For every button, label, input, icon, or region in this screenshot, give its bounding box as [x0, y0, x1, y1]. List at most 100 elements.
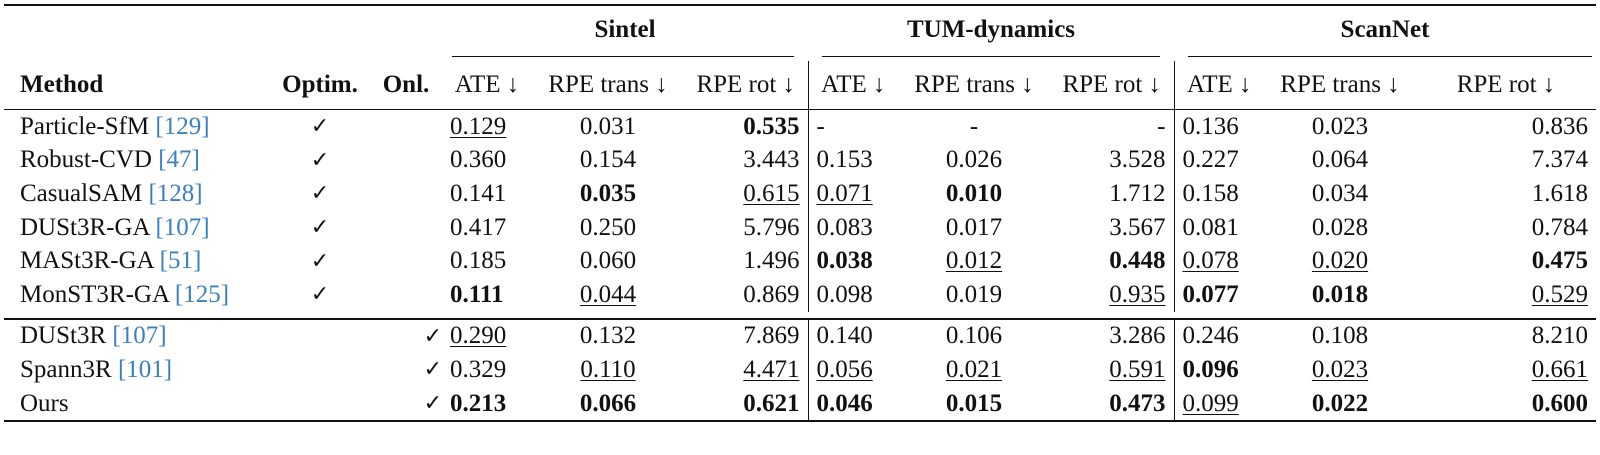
method-name: Particle-SfM: [20, 112, 156, 140]
cell-value: 0.535: [743, 112, 800, 140]
header-scannet-rpe-rot: RPE rot ↓: [1416, 61, 1596, 110]
cell-value: 1.618: [1531, 179, 1588, 207]
cell-scannet-rpe-trans: 0.064: [1264, 144, 1416, 178]
cell-scannet-ate: 0.077: [1173, 277, 1264, 312]
cell-tum-rpe-trans: 0.012: [898, 244, 1050, 278]
cell-tum-rpe-rot: 0.591: [1050, 353, 1174, 387]
cell-value: 0.475: [1531, 247, 1588, 275]
cell-value: 0.012: [945, 247, 1003, 275]
citation-link[interactable]: [128]: [148, 179, 203, 207]
cell-value: 0.329: [450, 355, 507, 383]
cell-value: 0.034: [1311, 179, 1369, 207]
cell-sintel-rpe-trans: 0.132: [532, 317, 684, 354]
cell-scannet-ate: 0.246: [1173, 317, 1264, 354]
optim-check-cell: [270, 317, 370, 354]
optim-check-cell: ✓: [310, 215, 330, 241]
table-row: Ours ✓ 0.213 0.066 0.621 0.046 0.015 0.473 0.099…: [4, 386, 1596, 423]
cell-value: 0.132: [579, 322, 637, 350]
onl-check-cell: [370, 244, 442, 278]
table-body: Particle-SfM [129] ✓ 0.129 0.031 0.535- - -0.1…: [4, 109, 1596, 423]
header-tum-ate: ATE ↓: [807, 61, 898, 110]
cell-tum-rpe-trans: 0.026: [898, 144, 1050, 178]
cell-value: 0.108: [1311, 322, 1369, 350]
cell-value: 0.083: [816, 213, 873, 241]
citation-link[interactable]: [107]: [155, 213, 210, 241]
method-name: Robust-CVD: [20, 146, 159, 174]
cell-sintel-rpe-trans: 0.031: [532, 110, 684, 144]
cell-value: 0.153: [816, 146, 873, 174]
citation-link[interactable]: [51]: [159, 247, 202, 275]
cell-value: 0.020: [1311, 247, 1369, 275]
cell-value: 0.836: [1531, 112, 1588, 140]
cell-value: 0.417: [450, 213, 507, 241]
cell-tum-ate: 0.071: [807, 177, 898, 211]
cell-tum-ate: 0.098: [807, 277, 898, 312]
method-cell: DUSt3R-GA [107]: [4, 211, 270, 245]
method-name: DUSt3R-GA: [20, 213, 156, 241]
cell-scannet-ate: 0.227: [1173, 143, 1264, 178]
citation-link[interactable]: [125]: [174, 280, 230, 308]
cell-scannet-rpe-trans: 0.022: [1264, 386, 1416, 423]
citation-link[interactable]: [47]: [158, 146, 200, 174]
cell-scannet-rpe-trans: 0.108: [1264, 317, 1416, 354]
header-onl: Onl.: [370, 61, 442, 110]
method-name: CasualSAM: [20, 179, 149, 207]
cell-tum-rpe-trans: -: [898, 110, 1050, 144]
cell-value: 0.246: [1182, 322, 1239, 350]
cell-value: 0.064: [1311, 146, 1369, 174]
table-row: CasualSAM [128] ✓ 0.141 0.035 0.615 0.071 0.01…: [4, 177, 1596, 211]
optim-check-cell: ✓: [310, 248, 330, 274]
cell-scannet-rpe-rot: 0.529: [1416, 278, 1596, 312]
cell-sintel-ate: 0.111: [442, 278, 532, 312]
cell-scannet-rpe-trans: 0.023: [1264, 353, 1416, 387]
cell-value: 0.028: [1311, 213, 1369, 241]
group-cmidrule-row: [4, 51, 1596, 61]
method-cell: MASt3R-GA [51]: [4, 244, 270, 278]
cell-value: 0.250: [579, 213, 637, 241]
onl-check-cell: ✓: [423, 357, 442, 383]
cell-scannet-rpe-trans: 0.023: [1264, 110, 1416, 144]
cell-value: 0.154: [579, 146, 637, 174]
cell-value: 0.615: [743, 179, 800, 207]
cell-value: 0.621: [743, 389, 800, 417]
header-sintel-rpe-trans: RPE trans ↓: [532, 61, 684, 110]
cell-value: 0.158: [1182, 179, 1239, 207]
cell-value: 0.044: [579, 280, 637, 308]
cell-sintel-rpe-rot: 0.535: [684, 110, 808, 144]
cell-value: 0.077: [1182, 280, 1239, 308]
cell-tum-ate: -: [807, 109, 898, 144]
cell-sintel-rpe-trans: 0.154: [532, 144, 684, 178]
cell-value: 0.060: [579, 247, 637, 275]
table-row: DUSt3R-GA [107] ✓ 0.417 0.250 5.796 0.083 0.01…: [4, 210, 1596, 245]
onl-check-cell: [370, 110, 442, 144]
cell-value: 0.591: [1109, 355, 1166, 383]
method-cell: Spann3R [101]: [4, 353, 270, 387]
cell-value: 0.017: [945, 213, 1003, 241]
table-row: Robust-CVD [47] ✓ 0.360 0.154 3.443 0.153 0.02…: [4, 143, 1596, 178]
cell-tum-rpe-trans: 0.010: [898, 177, 1050, 211]
cell-scannet-rpe-rot: 7.374: [1416, 144, 1596, 178]
cell-value: 0.081: [1182, 213, 1239, 241]
cell-value: 0.022: [1311, 389, 1369, 417]
cell-tum-rpe-rot: 3.528: [1050, 144, 1174, 178]
citation-link[interactable]: [101]: [117, 355, 173, 383]
cell-sintel-rpe-rot: 5.796: [684, 211, 808, 245]
cell-sintel-ate: 0.417: [442, 211, 532, 245]
cell-value: 0.015: [945, 389, 1003, 417]
cell-scannet-rpe-rot: 0.600: [1416, 386, 1596, 423]
cell-tum-rpe-rot: 0.935: [1050, 278, 1174, 312]
cell-sintel-rpe-trans: 0.044: [532, 278, 684, 312]
cell-sintel-ate: 0.329: [442, 353, 532, 387]
cell-value: 0.066: [579, 389, 637, 417]
cell-tum-rpe-trans: 0.021: [898, 353, 1050, 387]
cell-sintel-rpe-rot: 3.443: [684, 144, 808, 178]
cell-tum-rpe-rot: 1.712: [1050, 177, 1174, 211]
cell-tum-rpe-trans: 0.017: [898, 211, 1050, 245]
citation-link[interactable]: [107]: [112, 322, 167, 350]
cell-tum-ate: 0.083: [807, 210, 898, 245]
citation-link[interactable]: [129]: [155, 112, 210, 140]
cell-value: -: [969, 112, 979, 140]
cell-scannet-rpe-trans: 0.034: [1264, 177, 1416, 211]
cell-sintel-ate: 0.141: [442, 177, 532, 211]
onl-check-cell: ✓: [370, 317, 442, 354]
